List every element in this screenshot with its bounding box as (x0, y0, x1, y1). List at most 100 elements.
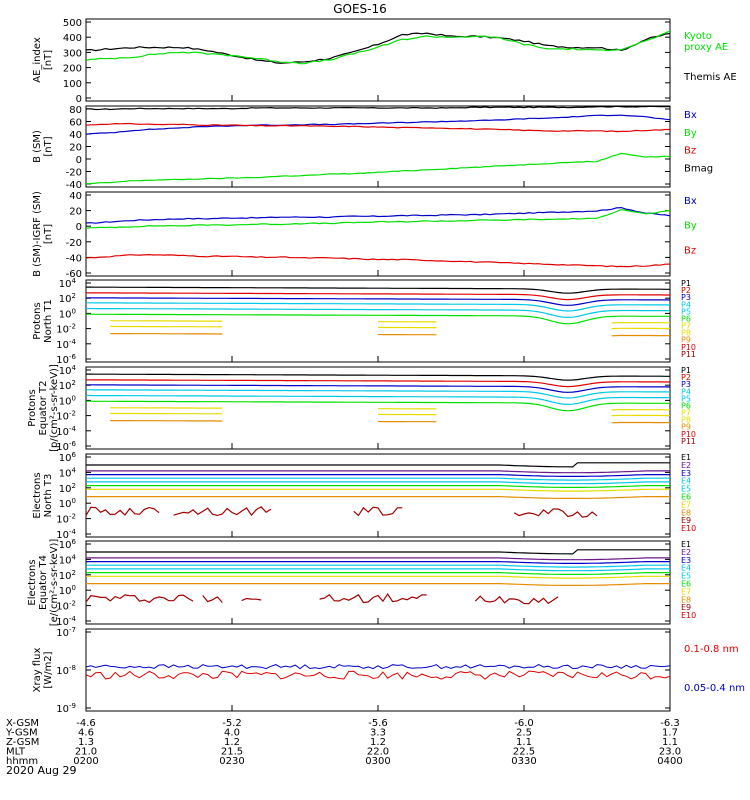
channel-label: E2 (681, 461, 691, 470)
legend-label: 0.05-0.4 nm (684, 683, 745, 694)
panel-bigrf: 40 20 0 -20 -40 -60 B (SM)-IGRF (SM) [nT] Bx By Bz (32, 191, 697, 280)
footer-value: -5.2 (222, 718, 242, 729)
series-line-bmag (86, 105, 671, 111)
y-tick-label: 10-4 (56, 338, 76, 351)
channel-line-e9 (241, 597, 262, 602)
footer-value: 1.7 (662, 728, 678, 739)
y-axis-label: B (SM)-IGRF (SM) (32, 191, 43, 277)
plot-frame (85, 191, 671, 277)
channel-line-e2 (86, 470, 670, 474)
channel-line-e7 (86, 488, 670, 492)
channel-line-e9 (85, 506, 160, 516)
channel-line-p6 (86, 400, 671, 412)
plot-frame (85, 105, 671, 188)
footer-value: 22.5 (513, 747, 535, 758)
y-tick-label: 10-8 (56, 664, 76, 677)
channel-label: P4 (681, 300, 691, 309)
channel-label: E2 (681, 548, 691, 557)
channel-line-p4 (86, 389, 671, 399)
footer-value: 0300 (365, 756, 390, 767)
y-axis-label: North T1 (43, 299, 54, 343)
y-tick-label: 10-9 (56, 702, 76, 715)
channel-label: E3 (681, 469, 691, 478)
channel-label: P7 (681, 409, 691, 418)
series-line-xray-short (85, 664, 671, 670)
channel-line-p2 (85, 379, 670, 388)
y-axis-label: Protons (27, 389, 38, 426)
channel-label: P2 (681, 373, 691, 382)
channel-line-p4 (86, 302, 671, 312)
y-tick-label: 200 (63, 64, 82, 75)
channel-line-e4 (86, 477, 670, 481)
y-tick-label: 100 (59, 497, 76, 510)
footer-value: 1.3 (78, 737, 94, 748)
channel-line-p1 (86, 373, 670, 381)
channel-label: P10 (681, 343, 696, 352)
footer-value: -5.6 (368, 718, 388, 729)
series-line-themis-ae (85, 32, 671, 64)
footer-row-label: Y-GSM (5, 728, 38, 739)
y-tick-label: -60 (66, 269, 82, 280)
channel-label: P1 (681, 279, 691, 288)
channel-label: E4 (681, 477, 691, 486)
channel-label: E5 (681, 572, 691, 581)
legend-label: Kyoto (684, 31, 712, 42)
channel-label: E1 (681, 453, 691, 462)
y-axis-label: Protons (32, 302, 43, 339)
footer-value: 21.0 (75, 747, 97, 758)
footer-value: 2.5 (516, 728, 532, 739)
y-axis-label: Electrons (27, 559, 38, 605)
y-axis-label: Electrons (32, 472, 43, 518)
y-tick-label: 0 (76, 155, 82, 166)
y-tick-label: 104 (59, 364, 77, 377)
footer-value: 3.3 (370, 728, 386, 739)
channel-label: E10 (681, 611, 696, 620)
channel-label: E7 (681, 587, 691, 596)
y-tick-label: 80 (69, 105, 82, 116)
footer-row-label: MLT (6, 747, 26, 758)
channel-line-p1 (86, 286, 670, 294)
footer-value: -6.0 (514, 718, 534, 729)
channel-label: E9 (681, 516, 691, 525)
channel-label: P3 (681, 293, 691, 302)
y-axis-label: [W/m2] (43, 651, 54, 688)
channel-label: P7 (681, 322, 691, 331)
footer-value: 23.0 (659, 747, 681, 758)
channel-label: P9 (681, 423, 691, 432)
y-axis-label: [nT] (43, 136, 54, 156)
series-line-bz (85, 122, 670, 133)
legend-label: Themis AE (683, 72, 737, 83)
channel-line-e8 (86, 582, 670, 587)
channel-label: P1 (681, 366, 691, 375)
channel-line-e9 (85, 594, 194, 604)
footer-value: 0230 (219, 756, 244, 767)
channel-line-e1 (86, 462, 670, 468)
channel-label: E3 (681, 556, 691, 565)
y-tick-label: 10-2 (56, 323, 76, 336)
y-tick-label: 10-2 (56, 513, 76, 526)
channel-label: P5 (681, 307, 691, 316)
channel-label: P4 (681, 387, 691, 396)
channel-line-e4 (86, 564, 670, 568)
y-axis-label: Equator T4 (38, 555, 49, 610)
figure-title: GOES-16 (333, 2, 387, 16)
y-tick-label: 100 (63, 79, 82, 90)
plot-frame (85, 540, 671, 625)
y-axis-label: Equator T2 (38, 381, 49, 436)
channel-line-e6 (86, 485, 670, 488)
channel-label: E4 (681, 564, 691, 573)
channel-line-e9 (353, 506, 403, 517)
channel-line-p2 (85, 292, 670, 301)
footer-value: 1.2 (224, 737, 240, 748)
y-tick-label: 40 (69, 191, 82, 202)
legend-label: 0.1-0.8 nm (684, 644, 739, 655)
channel-label: E9 (681, 603, 691, 612)
legend-label: proxy AE (684, 42, 728, 53)
channel-label: E6 (681, 493, 691, 502)
channel-line-e9 (202, 595, 223, 603)
channel-line-e9 (474, 595, 559, 605)
footer-value: 1.2 (370, 737, 386, 748)
